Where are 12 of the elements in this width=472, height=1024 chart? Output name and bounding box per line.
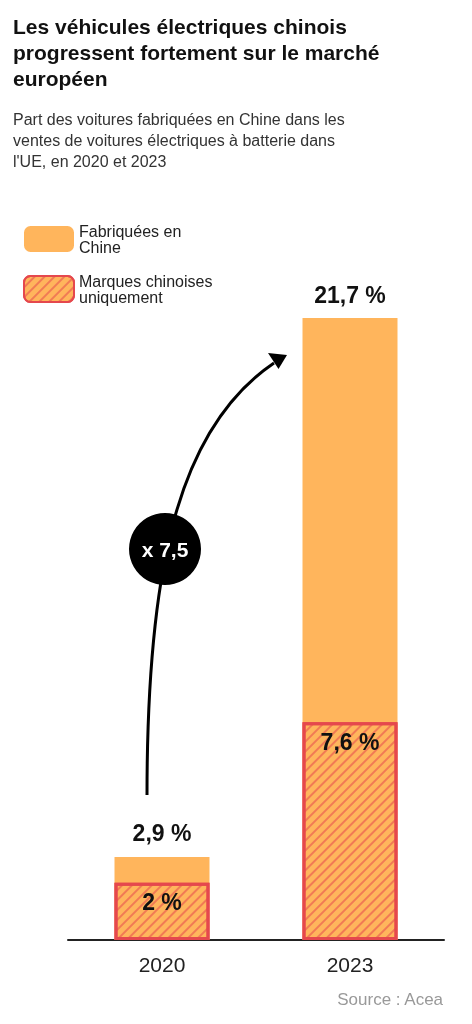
data-label: 2 %: [142, 889, 182, 916]
chart-subtitle: Part des voitures fabriquées en Chine dans les ventes de voitures électriques à batterie dans l'UE, en 2020 et 2023: [13, 111, 350, 170]
legend-label: Fabriquées en Chine: [79, 222, 186, 256]
x-tick-label: 2020: [138, 953, 186, 976]
annotation: x 7,5: [141, 537, 189, 561]
data-label: 21,7 %: [314, 281, 386, 308]
legend-label: Marques chinoises uniquement: [79, 272, 217, 306]
x-tick-label: 2023: [326, 953, 374, 976]
chart-title: Les véhicules électriques chinois progressent fortement sur le marché européen: [13, 14, 386, 90]
data-label: 7,6 %: [320, 728, 380, 755]
data-label: 2,9 %: [132, 820, 192, 847]
source-note: Source : Acea: [337, 990, 444, 1009]
